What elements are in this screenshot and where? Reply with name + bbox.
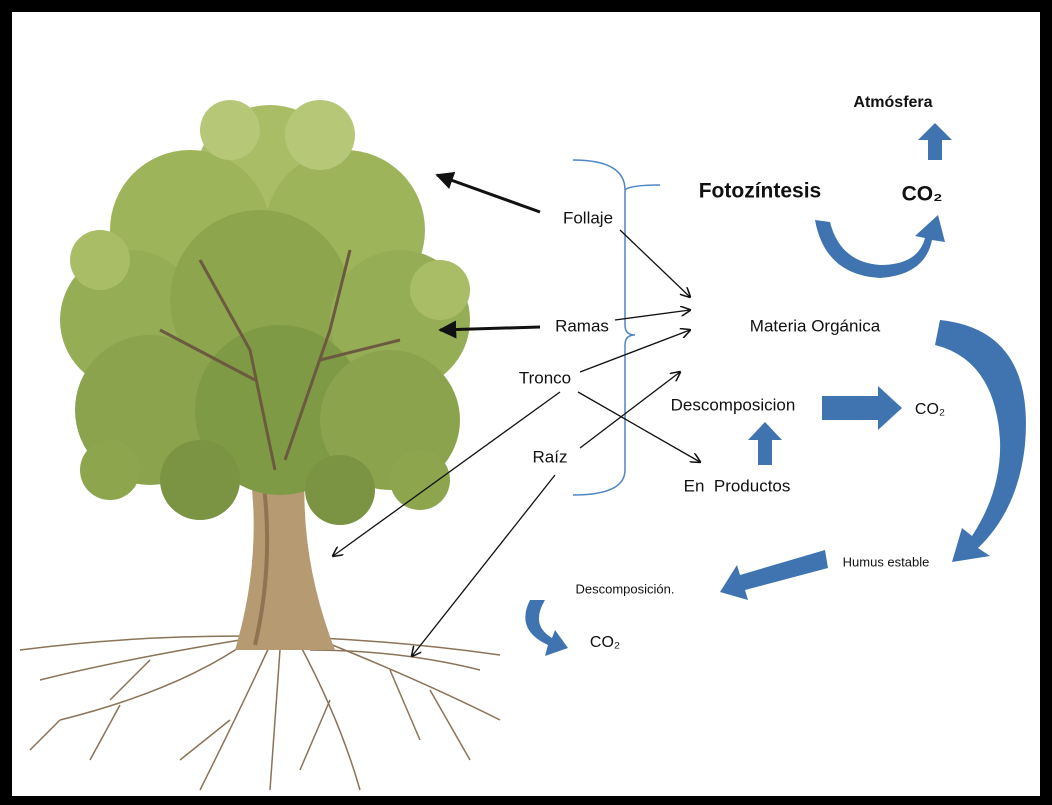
photosynthesis-label: Fotozíntesis [699, 180, 822, 203]
canopy [60, 100, 470, 525]
trunk [235, 470, 335, 650]
co2-top-label: CO₂ [902, 183, 943, 206]
humus-label: Humus estable [843, 554, 930, 569]
tree [19, 100, 501, 791]
decomposition-label: Descomposicion [671, 395, 796, 414]
labels: Atmósfera Fotozíntesis CO₂ Follaje Ramas… [519, 94, 945, 651]
bracket-tip [624, 184, 661, 191]
co2-bottom-label: CO₂ [590, 634, 620, 651]
black-arrows [333, 172, 700, 656]
organic-matter-label: Materia Orgánica [750, 316, 881, 335]
roots [19, 635, 501, 791]
decomposition-2-label: Descomposición. [576, 581, 675, 596]
atmosphere-label: Atmósfera [853, 94, 932, 111]
blue-arrows [525, 123, 1026, 656]
tree-part-label: Raíz [533, 447, 568, 466]
bracket [572, 159, 636, 496]
tree-part-label: Follaje [563, 208, 613, 227]
co2-mid-label: CO₂ [915, 401, 945, 418]
tree-part-label: Tronco [519, 368, 571, 387]
tree-part-label: Ramas [555, 316, 609, 335]
products-label: En Productos [684, 476, 791, 495]
